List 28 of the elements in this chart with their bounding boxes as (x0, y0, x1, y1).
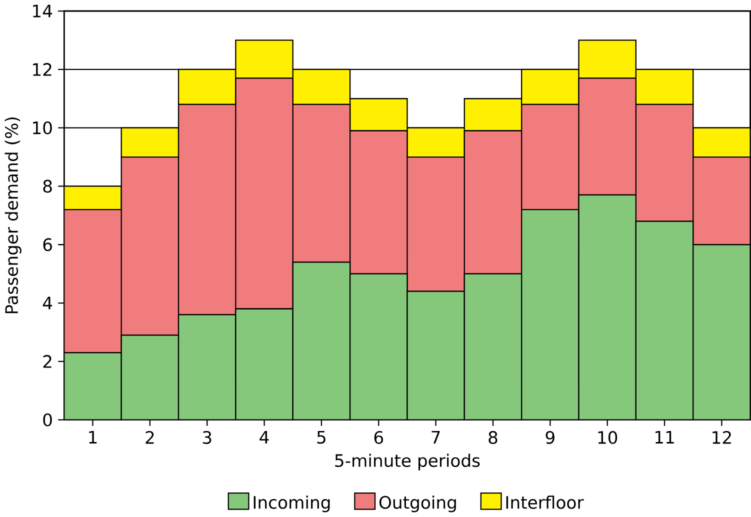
y-tick-label: 2 (43, 355, 52, 368)
y-tick-label: 6 (43, 238, 52, 252)
y-axis-title: Passenger demand (%) (4, 118, 22, 314)
x-tick-label: 4 (260, 431, 269, 444)
x-tick-label: 3 (202, 431, 212, 444)
y-tick-label: 4 (42, 297, 52, 310)
legend-label: Interfloor (506, 496, 584, 510)
bar (64, 186, 122, 210)
y-tick-label: 12 (33, 63, 52, 76)
y-tick-label: 14 (33, 4, 52, 18)
y-tick-label: 0 (43, 414, 52, 427)
x-tick-label: 10 (598, 431, 618, 444)
y-tick-label: 8 (43, 180, 52, 193)
x-tick-label: 2 (146, 431, 154, 444)
x-tick-label: 11 (655, 431, 674, 444)
x-tick-label: 1 (89, 431, 97, 444)
legend-label: Incoming (254, 496, 330, 512)
bar (120, 127, 180, 158)
x-tick-label: 7 (432, 431, 440, 444)
x-tick-label: 9 (546, 431, 554, 444)
x-tick-label: 12 (712, 431, 731, 444)
x-axis-title: 5-minute periods (335, 454, 480, 471)
x-tick-label: 5 (317, 431, 326, 444)
y-tick-label: 10 (33, 122, 52, 135)
legend-label: Outgoing (379, 496, 456, 512)
x-tick-label: 8 (488, 431, 498, 444)
x-tick-label: 6 (374, 431, 384, 444)
bar (692, 127, 750, 158)
